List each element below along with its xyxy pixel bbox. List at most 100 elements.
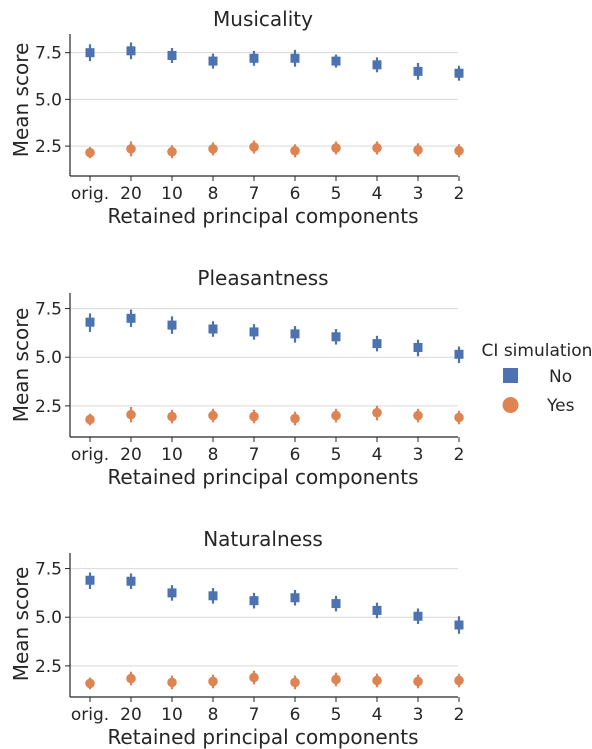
x-tick-label: 7 [249, 445, 260, 465]
x-tick-label: 20 [120, 184, 142, 204]
x-axis-label: Retained principal components [107, 204, 418, 228]
data-point-yes [85, 678, 95, 689]
data-point-yes [331, 674, 341, 685]
data-point-yes [208, 144, 218, 154]
y-tick-label: 5.0 [35, 608, 62, 628]
data-point-no [249, 53, 259, 63]
data-point-no [126, 313, 136, 323]
legend-marker-yes [502, 397, 519, 413]
y-tick-label: 2.5 [35, 397, 62, 417]
data-point-yes [249, 411, 259, 422]
data-point-yes [126, 673, 136, 684]
data-point-yes [167, 677, 177, 688]
x-tick-label: 5 [331, 184, 342, 204]
data-point-yes [126, 409, 136, 420]
data-point-no [126, 576, 136, 586]
data-point-no [372, 605, 382, 615]
x-tick-label: 5 [331, 705, 342, 725]
x-tick-label: 3 [413, 445, 424, 465]
data-point-no [331, 56, 341, 66]
data-point-no [208, 591, 218, 601]
data-point-no [454, 620, 464, 630]
y-axis-label: Mean score [9, 567, 33, 682]
panel-musicality: Musicality Mean score 2.5 5.0 7.5 orig. 20 10… [9, 7, 464, 228]
x-tick-label: 8 [208, 705, 219, 725]
data-point-no [249, 327, 259, 337]
legend-marker-no [503, 368, 518, 383]
x-tick-label: 3 [413, 705, 424, 725]
data-point-yes [372, 407, 382, 418]
x-axis-label: Retained principal components [107, 725, 418, 749]
y-tick-label: 5.0 [35, 348, 62, 368]
data-point-no [85, 575, 95, 585]
data-point-yes [372, 143, 382, 153]
data-point-yes [167, 411, 177, 422]
x-tick-label: 2 [454, 445, 465, 465]
y-axis-label: Mean score [9, 43, 33, 158]
data-point-no [85, 317, 95, 327]
x-tick-label: 4 [372, 445, 383, 465]
data-point-yes [290, 145, 300, 156]
data-point-yes [85, 414, 95, 425]
data-point-no [208, 56, 218, 66]
data-point-no [331, 332, 341, 342]
data-point-yes [372, 675, 382, 686]
data-point-no [413, 66, 423, 76]
x-tick-label: 7 [249, 184, 260, 204]
data-point-yes [454, 675, 464, 686]
data-point-yes [208, 676, 218, 687]
data-point-yes [126, 144, 136, 154]
data-point-yes [208, 410, 218, 421]
x-tick-label: orig. [71, 184, 109, 204]
legend-label-yes: Yes [546, 396, 575, 416]
data-point-no [167, 588, 177, 598]
data-point-yes [331, 410, 341, 421]
data-point-no [454, 349, 464, 359]
x-axis-label: Retained principal components [107, 465, 418, 489]
y-axis-label: Mean score [9, 308, 33, 423]
data-point-no [413, 611, 423, 621]
data-point-no [167, 320, 177, 330]
x-tick-label: 10 [161, 184, 183, 204]
data-point-no [126, 46, 136, 56]
data-point-no [454, 68, 464, 78]
data-point-no [413, 342, 423, 352]
x-tick-label: 6 [290, 705, 301, 725]
panel-title: Pleasantness [197, 266, 328, 290]
data-point-yes [85, 147, 95, 158]
panel-title: Naturalness [203, 527, 323, 551]
x-tick-label: 7 [249, 705, 260, 725]
x-tick-label: 5 [331, 445, 342, 465]
data-point-yes [249, 142, 259, 152]
x-tick-label: orig. [71, 445, 109, 465]
data-point-no [290, 329, 300, 339]
panel-pleasantness: Pleasantness Mean score 2.5 5.0 7.5 orig. 20… [9, 266, 464, 489]
y-tick-label: 7.5 [35, 300, 62, 320]
x-tick-label: 10 [161, 705, 183, 725]
x-tick-label: 8 [208, 445, 219, 465]
data-point-yes [413, 145, 423, 155]
x-tick-label: 8 [208, 184, 219, 204]
x-tick-label: 2 [454, 705, 465, 725]
data-point-no [167, 50, 177, 60]
legend-label-no: No [549, 367, 572, 387]
data-point-no [290, 593, 300, 603]
data-point-no [208, 324, 218, 334]
x-tick-label: 4 [372, 705, 383, 725]
y-tick-label: 5.0 [35, 90, 62, 110]
x-tick-label: 3 [413, 184, 424, 204]
x-tick-label: 6 [290, 184, 301, 204]
panel-naturalness: Naturalness Mean score 2.5 5.0 7.5 orig. 20 1… [9, 527, 464, 749]
data-point-yes [167, 146, 177, 157]
legend-title: CI simulation [482, 341, 592, 361]
data-point-no [372, 339, 382, 349]
data-point-yes [413, 410, 423, 421]
data-point-yes [331, 143, 341, 153]
x-tick-label: 10 [161, 445, 183, 465]
data-point-yes [290, 413, 300, 424]
y-tick-label: 2.5 [35, 137, 62, 157]
panel-title: Musicality [213, 7, 313, 31]
y-tick-label: 7.5 [35, 44, 62, 64]
data-point-yes [290, 677, 300, 688]
